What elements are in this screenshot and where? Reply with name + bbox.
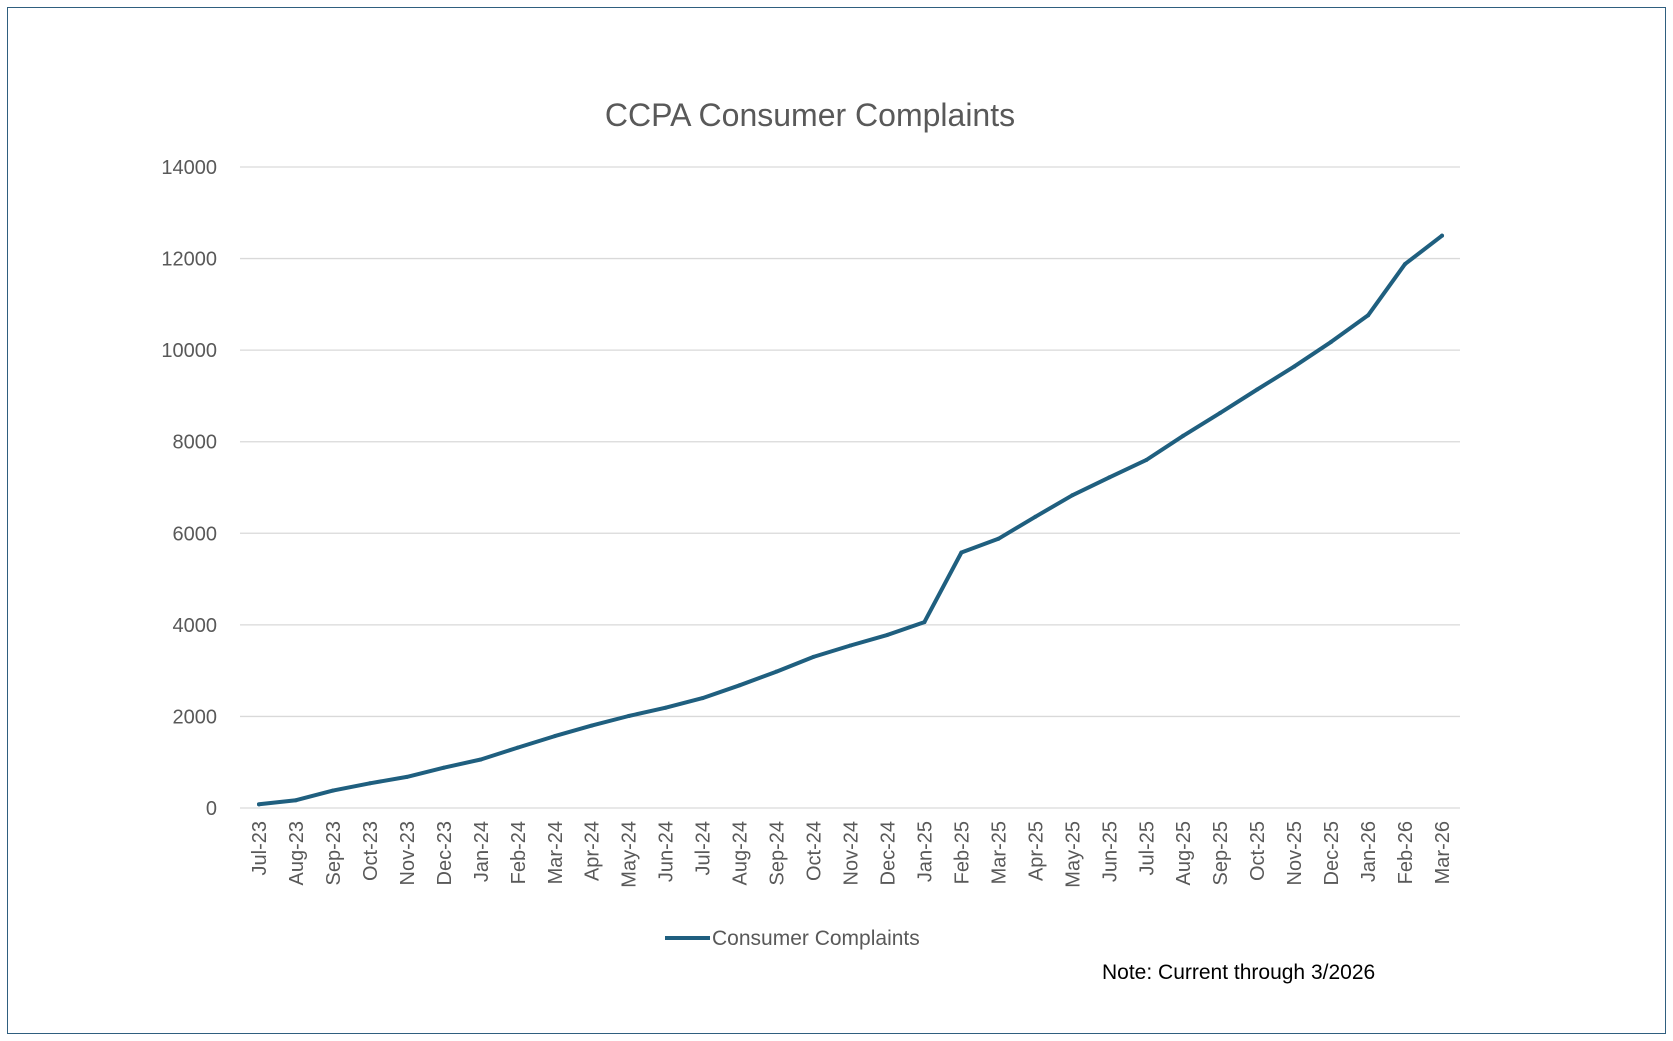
data-point [811, 654, 816, 659]
data-point [1033, 514, 1038, 519]
legend-label-consumer-complaints: Consumer Complaints [712, 927, 920, 950]
x-tick-label: Oct-23 [360, 821, 382, 881]
x-tick-label: Jul-24 [693, 821, 715, 875]
data-point [1218, 410, 1223, 415]
y-tick-label: 6000 [173, 523, 218, 545]
data-point [478, 757, 483, 762]
data-point [1107, 475, 1112, 480]
x-tick-label: Oct-25 [1247, 821, 1269, 881]
x-tick-label: Aug-25 [1173, 821, 1195, 886]
x-tick-label: Apr-24 [582, 821, 604, 881]
x-tick-label: May-25 [1062, 821, 1084, 888]
data-point [257, 802, 261, 807]
x-tick-label: Oct-24 [804, 821, 826, 881]
series-line-consumer-complaints [257, 233, 1444, 807]
x-tick-label: Sep-25 [1210, 821, 1232, 886]
y-tick-label: 14000 [161, 157, 217, 179]
data-point [626, 713, 631, 718]
data-point [404, 774, 409, 779]
data-point [589, 723, 594, 728]
data-point [959, 550, 964, 555]
x-tick-label: Jul-23 [249, 821, 271, 875]
x-tick-label: Mar-24 [545, 821, 567, 884]
series-group [257, 233, 1444, 807]
x-tick-label: Dec-24 [877, 821, 899, 885]
data-point [922, 620, 927, 625]
note-text: Note: Current through 3/2026 [1102, 961, 1375, 984]
data-point [1070, 493, 1075, 498]
x-tick-label: May-24 [619, 821, 641, 888]
y-tick-label: 0 [206, 798, 217, 820]
gridlines [240, 166, 1460, 809]
data-point [663, 705, 668, 710]
x-tick-label: Mar-26 [1432, 821, 1454, 884]
data-point [737, 683, 742, 688]
data-point [515, 745, 520, 750]
x-tick-label: Feb-26 [1395, 821, 1417, 884]
y-tick-label: 4000 [173, 615, 218, 637]
x-tick-label: Jun-24 [656, 821, 678, 882]
data-point [885, 632, 890, 637]
y-tick-label: 12000 [161, 249, 217, 271]
data-point [996, 536, 1001, 541]
chart-frame [7, 7, 1666, 1034]
data-point [367, 781, 372, 786]
data-point [1255, 387, 1260, 392]
data-point [1292, 364, 1297, 369]
data-point [1329, 339, 1334, 344]
x-axis-tick-labels: Jul-23 Aug-23 Sep-23 Oct-23 Nov-23 Dec-23 Jan-… [249, 821, 1454, 888]
x-tick-label: Sep-24 [767, 821, 789, 886]
data-point [774, 669, 779, 674]
x-tick-label: Feb-24 [508, 821, 530, 884]
data-point [330, 788, 335, 793]
data-point [441, 765, 446, 770]
x-tick-label: Nov-25 [1284, 821, 1306, 885]
data-point [700, 696, 705, 701]
x-tick-label: Aug-23 [286, 821, 308, 886]
y-tick-label: 2000 [173, 706, 218, 728]
x-tick-label: Jul-25 [1136, 821, 1158, 875]
data-point [1403, 262, 1408, 267]
data-point [1440, 233, 1444, 238]
data-point [1181, 433, 1186, 438]
legend: Consumer Complaints [665, 927, 920, 950]
x-tick-label: Jan-24 [471, 821, 493, 882]
x-tick-label: Jun-25 [1099, 821, 1121, 882]
x-tick-label: Mar-25 [988, 821, 1010, 884]
data-point [293, 798, 298, 803]
data-point [552, 734, 557, 739]
data-point [1366, 313, 1371, 318]
x-tick-label: Sep-23 [323, 821, 345, 886]
data-point [848, 643, 853, 648]
x-tick-label: Nov-23 [397, 821, 419, 885]
x-tick-label: Feb-25 [951, 821, 973, 884]
x-tick-label: Jan-25 [914, 821, 936, 882]
y-tick-label: 8000 [173, 432, 218, 454]
x-tick-label: Nov-24 [841, 821, 863, 885]
y-tick-label: 10000 [161, 340, 217, 362]
data-point [1144, 458, 1149, 463]
y-axis-tick-labels: 0 2000 4000 6000 8000 10000 12000 14000 [161, 157, 217, 820]
x-tick-label: Dec-23 [434, 821, 456, 885]
x-tick-label: Apr-25 [1025, 821, 1047, 881]
x-tick-label: Aug-24 [730, 821, 752, 886]
chart-title: CCPA Consumer Complaints [605, 97, 1015, 133]
x-tick-label: Jan-26 [1358, 821, 1380, 882]
x-tick-label: Dec-25 [1321, 821, 1343, 885]
